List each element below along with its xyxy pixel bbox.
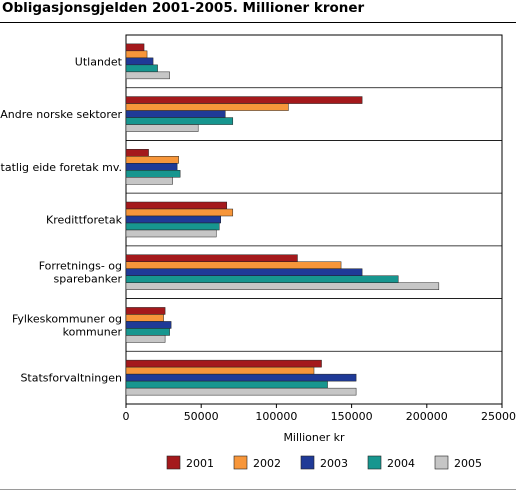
bar-2004-6 (125, 380, 328, 389)
category-label: Statsforvaltningen (20, 372, 122, 385)
bar-2004-3 (125, 222, 220, 231)
legend-swatch-2005 (434, 455, 449, 470)
bar-2005-2 (125, 177, 173, 185)
legend-swatch-2001 (166, 455, 181, 470)
bar-2003-1 (125, 110, 226, 118)
category-labels: Utlandet Andre norske sektorer Statlig eid… (0, 55, 123, 384)
bar-2003-6 (125, 373, 357, 382)
category-label: Kredittforetak (46, 214, 123, 227)
bar-2002-1 (125, 103, 289, 111)
bar-2004-2 (125, 170, 181, 178)
bar-2001-5 (125, 307, 166, 315)
category-label: Utlandet (75, 55, 123, 68)
category-label: Statlig eide foretak mv. (0, 161, 122, 174)
bar-2003-0 (125, 57, 154, 66)
bar-2003-4 (125, 268, 363, 276)
bar-2005-0 (125, 71, 170, 80)
bar-2002-3 (125, 208, 234, 217)
legend-label-2001: 2001 (186, 457, 214, 470)
bar-2002-4 (125, 261, 342, 269)
x-tick-label: 200000 (406, 410, 448, 423)
bar-2003-2 (125, 163, 178, 171)
bar-2002-6 (125, 366, 315, 375)
legend-label-2005: 2005 (454, 457, 482, 470)
bar-2005-1 (125, 124, 199, 132)
bar-2005-6 (125, 387, 357, 396)
x-tick-label: 150000 (331, 410, 373, 423)
x-axis-ticks: 0 50000 100000 150000 200000 250000 (123, 404, 516, 423)
bar-2005-5 (125, 335, 166, 343)
bar-2001-0 (125, 43, 145, 52)
bar-2001-1 (125, 96, 363, 104)
category-label: Andre norske sektorer (0, 108, 122, 121)
title-divider (0, 22, 516, 23)
legend-swatch-2004 (367, 455, 382, 470)
category-label: Forretnings- og (39, 260, 122, 273)
bar-2001-4 (125, 254, 298, 262)
bar-2001-2 (125, 149, 149, 157)
bar-2001-3 (125, 201, 228, 210)
category-label: Fylkeskommuner og (12, 312, 122, 325)
bar-2002-5 (125, 314, 164, 322)
category-label: kommuner (63, 325, 123, 338)
legend-label-2003: 2003 (320, 457, 348, 470)
bar-2002-0 (125, 50, 148, 59)
bar-2004-5 (125, 328, 170, 336)
legend-swatch-2002 (233, 455, 248, 470)
bar-2004-4 (125, 275, 399, 283)
bar-2002-2 (125, 156, 179, 164)
chart-title: Obligasjonsgjelden 2001-2005. Millioner … (2, 0, 365, 16)
bar-2001-6 (125, 359, 322, 368)
category-label: sparebanker (54, 273, 123, 286)
bar-2005-4 (125, 282, 440, 290)
bar-2003-5 (125, 321, 172, 329)
bar-2004-0 (125, 64, 158, 73)
x-axis-label: Millioner kr (283, 431, 345, 444)
x-tick-label: 100000 (255, 410, 297, 423)
legend: 2001 2002 2003 2004 2005 (166, 455, 482, 470)
bottom-divider (0, 489, 516, 490)
legend-label-2002: 2002 (253, 457, 281, 470)
x-tick-label: 250000 (481, 410, 516, 423)
legend-label-2004: 2004 (387, 457, 415, 470)
x-tick-label: 50000 (184, 410, 219, 423)
bars (125, 43, 440, 396)
bar-2004-1 (125, 117, 234, 125)
bar-2005-3 (125, 229, 217, 238)
x-tick-label: 0 (123, 410, 130, 423)
bar-2003-3 (125, 215, 222, 224)
legend-swatch-2003 (300, 455, 315, 470)
